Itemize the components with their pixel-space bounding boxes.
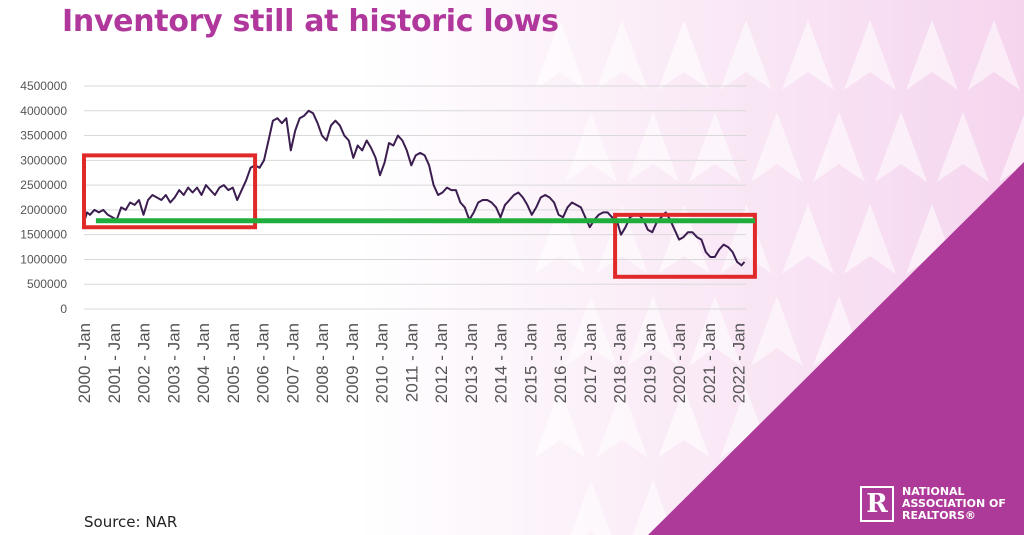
x-tick-label: 2020 - Jan bbox=[670, 323, 689, 403]
x-tick-label: 2008 - Jan bbox=[313, 323, 332, 403]
pattern-arrow bbox=[534, 388, 586, 458]
x-tick-label: 2003 - Jan bbox=[164, 323, 183, 403]
pattern-arrow bbox=[906, 20, 958, 90]
x-tick-label: 2009 - Jan bbox=[343, 323, 362, 403]
pattern-arrow bbox=[570, 480, 612, 535]
y-tick-label: 4500000 bbox=[20, 79, 67, 93]
pattern-arrow bbox=[751, 296, 803, 366]
x-tick-label: 2019 - Jan bbox=[640, 323, 659, 403]
pattern-arrow bbox=[658, 204, 710, 274]
y-tick-label: 3000000 bbox=[20, 153, 67, 167]
highlight-box-2 bbox=[613, 212, 757, 279]
y-tick-label: 0 bbox=[60, 302, 67, 316]
pattern-arrow bbox=[627, 112, 679, 182]
x-axis-ticks: 2000 - Jan 2001 - Jan 2002 - Jan 2003 - Jan… bbox=[75, 323, 749, 403]
x-tick-label: 2002 - Jan bbox=[135, 323, 154, 403]
x-tick-label: 2016 - Jan bbox=[551, 323, 570, 403]
pattern-arrow bbox=[782, 204, 834, 274]
x-tick-label: 2015 - Jan bbox=[521, 323, 540, 403]
pattern-arrow bbox=[658, 20, 710, 90]
pattern-arrow bbox=[596, 20, 648, 90]
x-tick-label: 2007 - Jan bbox=[283, 323, 302, 403]
chart-annotations bbox=[82, 153, 757, 279]
highlight-box-1 bbox=[82, 153, 258, 230]
y-tick-label: 1500000 bbox=[20, 228, 67, 242]
pattern-arrow bbox=[596, 204, 648, 274]
pattern-arrow bbox=[844, 204, 896, 274]
pattern-arrow bbox=[751, 112, 803, 182]
x-tick-label: 2010 - Jan bbox=[373, 323, 392, 403]
y-tick-label: 500000 bbox=[27, 277, 67, 291]
slide-title: Inventory still at historic lows bbox=[62, 4, 559, 39]
x-tick-label: 2012 - Jan bbox=[432, 323, 451, 403]
logo-line-2: ASSOCIATION OF bbox=[902, 497, 1006, 510]
logo-text: NATIONAL ASSOCIATION OF REALTORS® bbox=[902, 486, 1006, 522]
inventory-series-line bbox=[83, 109, 746, 267]
pattern-arrow bbox=[689, 112, 741, 182]
pattern-arrow bbox=[534, 204, 586, 274]
x-tick-label: 2011 - Jan bbox=[402, 323, 421, 402]
gridlines bbox=[84, 85, 746, 310]
pattern-arrow bbox=[720, 20, 772, 90]
y-tick-label: 1000000 bbox=[20, 252, 67, 266]
x-tick-label: 2004 - Jan bbox=[194, 323, 213, 403]
x-tick-label: 2013 - Jan bbox=[462, 323, 481, 403]
pattern-arrow bbox=[782, 20, 834, 90]
pattern-arrow bbox=[844, 20, 896, 90]
pattern-arrow bbox=[968, 20, 1020, 90]
y-tick-label: 2000000 bbox=[20, 203, 67, 217]
x-tick-label: 2006 - Jan bbox=[254, 323, 273, 403]
y-tick-label: 3500000 bbox=[20, 129, 67, 143]
x-tick-label: 2017 - Jan bbox=[581, 323, 600, 403]
logo-line-1: NATIONAL bbox=[902, 485, 965, 498]
nar-logo: R NATIONAL ASSOCIATION OF REALTORS® bbox=[860, 486, 1006, 522]
x-tick-label: 2014 - Jan bbox=[492, 323, 511, 403]
pattern-arrow bbox=[813, 112, 865, 182]
pattern-arrow bbox=[937, 112, 989, 182]
pattern-arrow bbox=[689, 296, 741, 366]
pattern-arrow bbox=[875, 112, 927, 182]
y-axis-ticks: 0 500000 1000000 1500000 2000000 2500000 30000… bbox=[20, 79, 67, 316]
pattern-arrow bbox=[658, 388, 710, 458]
pattern-arrow bbox=[565, 296, 617, 366]
y-tick-label: 4000000 bbox=[20, 104, 67, 118]
x-tick-label: 2005 - Jan bbox=[224, 323, 243, 403]
y-tick-label: 2500000 bbox=[20, 178, 67, 192]
purple-corner-triangle bbox=[648, 162, 1024, 535]
x-tick-label: 2021 - Jan bbox=[700, 323, 719, 403]
pattern-arrow bbox=[596, 388, 648, 458]
x-tick-label: 2022 - Jan bbox=[730, 323, 749, 403]
x-tick-label: 2018 - Jan bbox=[611, 323, 630, 403]
x-tick-label: 2001 - Jan bbox=[105, 323, 124, 403]
pattern-arrow bbox=[565, 112, 617, 182]
pattern-arrow bbox=[720, 204, 772, 274]
realtor-r-logo-icon: R bbox=[860, 486, 894, 522]
pattern-arrow bbox=[627, 296, 679, 366]
x-tick-label: 2000 - Jan bbox=[75, 323, 94, 403]
pattern-arrow bbox=[534, 20, 586, 90]
source-note: Source: NAR bbox=[84, 513, 178, 531]
logo-line-3: REALTORS® bbox=[902, 509, 976, 522]
pattern-arrow bbox=[999, 114, 1024, 182]
